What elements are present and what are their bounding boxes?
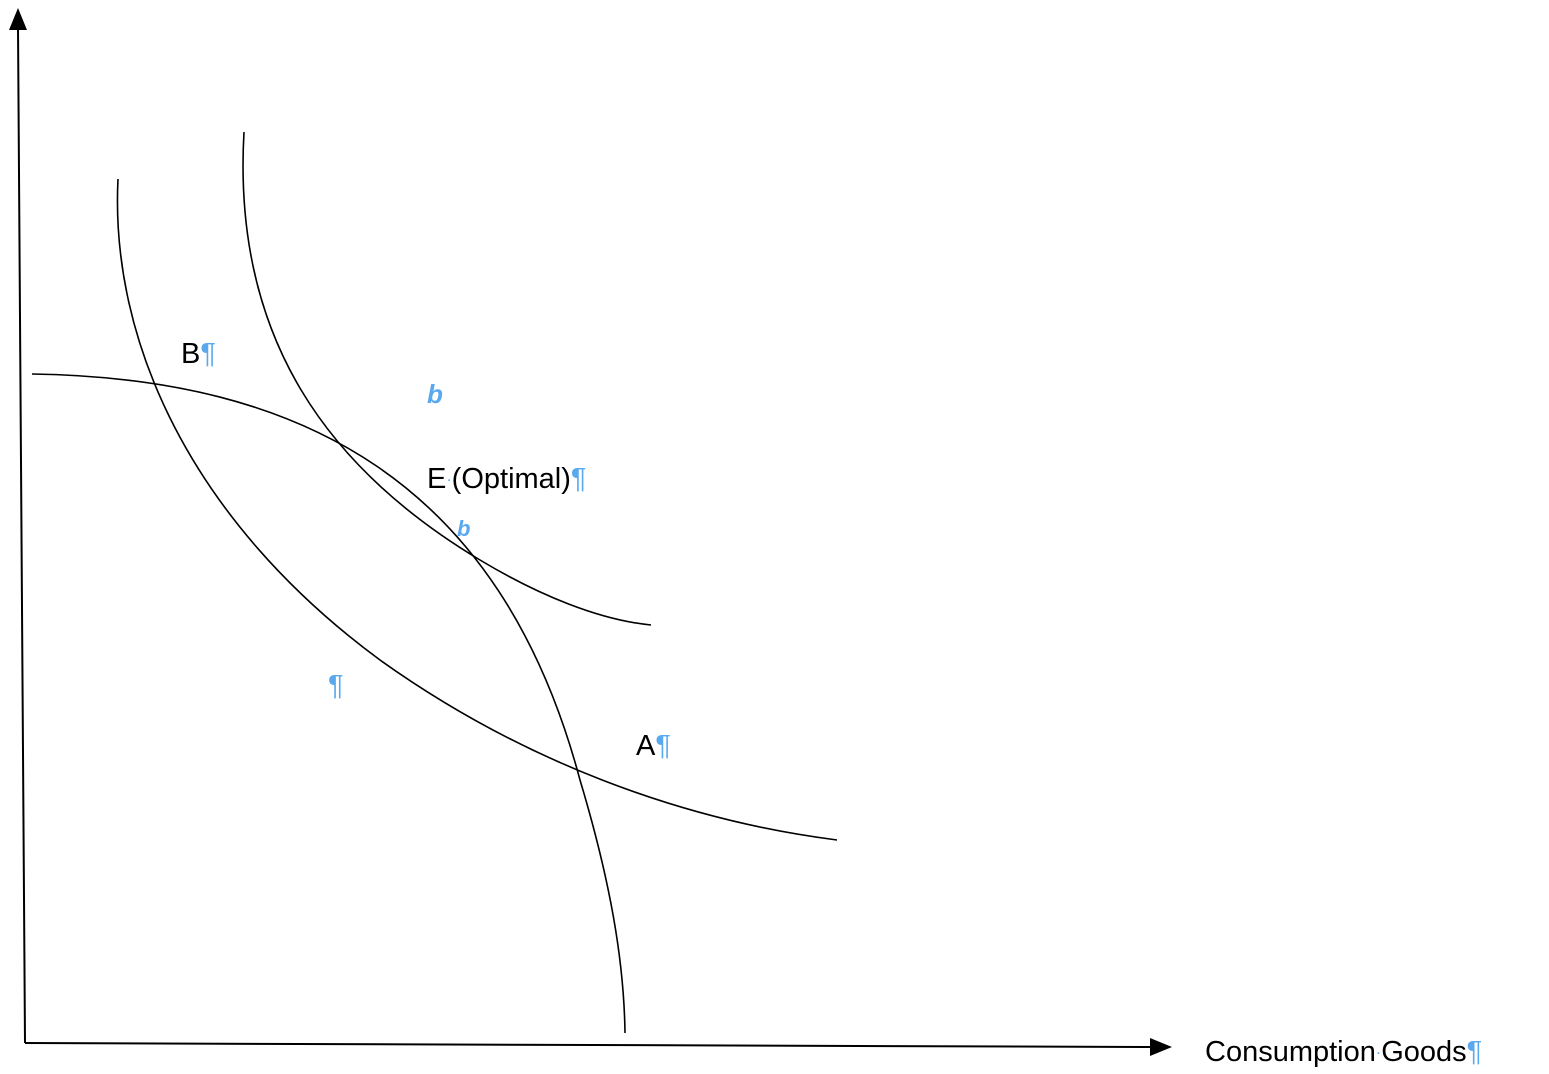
empty-paragraph-mark: ¶ bbox=[328, 672, 344, 701]
x-axis-label-word-2: Goods bbox=[1381, 1036, 1467, 1068]
anchor-mark-upper: b bbox=[427, 381, 443, 407]
pilcrow-mark: ¶ bbox=[655, 730, 671, 762]
pilcrow-mark: ¶ bbox=[328, 670, 344, 702]
indifference-curve-lower bbox=[116, 178, 838, 841]
point-e-letter: E bbox=[427, 463, 447, 495]
x-axis-label-word-1: Consumption bbox=[1205, 1036, 1376, 1068]
point-e-optimal: (Optimal) bbox=[451, 463, 571, 495]
indifference-curve-upper bbox=[242, 131, 652, 626]
point-a-label: A¶ bbox=[636, 732, 671, 761]
x-axis-arrowhead bbox=[1150, 1038, 1172, 1056]
pilcrow-mark: ¶ bbox=[1466, 1036, 1483, 1068]
production-possibilities-frontier bbox=[31, 373, 626, 1034]
point-a-text: A bbox=[636, 730, 656, 762]
y-axis bbox=[17, 27, 26, 1044]
anchor-glyph: b bbox=[427, 379, 443, 409]
anchor-mark-lower: b bbox=[457, 518, 470, 540]
point-b-text: B bbox=[181, 338, 201, 370]
y-axis-arrowhead bbox=[9, 8, 27, 30]
space-mark: · bbox=[1375, 1044, 1382, 1062]
anchor-glyph: b bbox=[457, 516, 471, 541]
point-b-label: B¶ bbox=[181, 340, 216, 369]
space-mark: · bbox=[446, 471, 452, 489]
x-axis bbox=[24, 1042, 1153, 1048]
x-axis-label: Consumption·Goods¶ bbox=[1205, 1038, 1482, 1067]
pilcrow-mark: ¶ bbox=[200, 338, 216, 370]
pilcrow-mark: ¶ bbox=[570, 463, 587, 495]
point-e-label: E·(Optimal)¶ bbox=[427, 465, 586, 494]
